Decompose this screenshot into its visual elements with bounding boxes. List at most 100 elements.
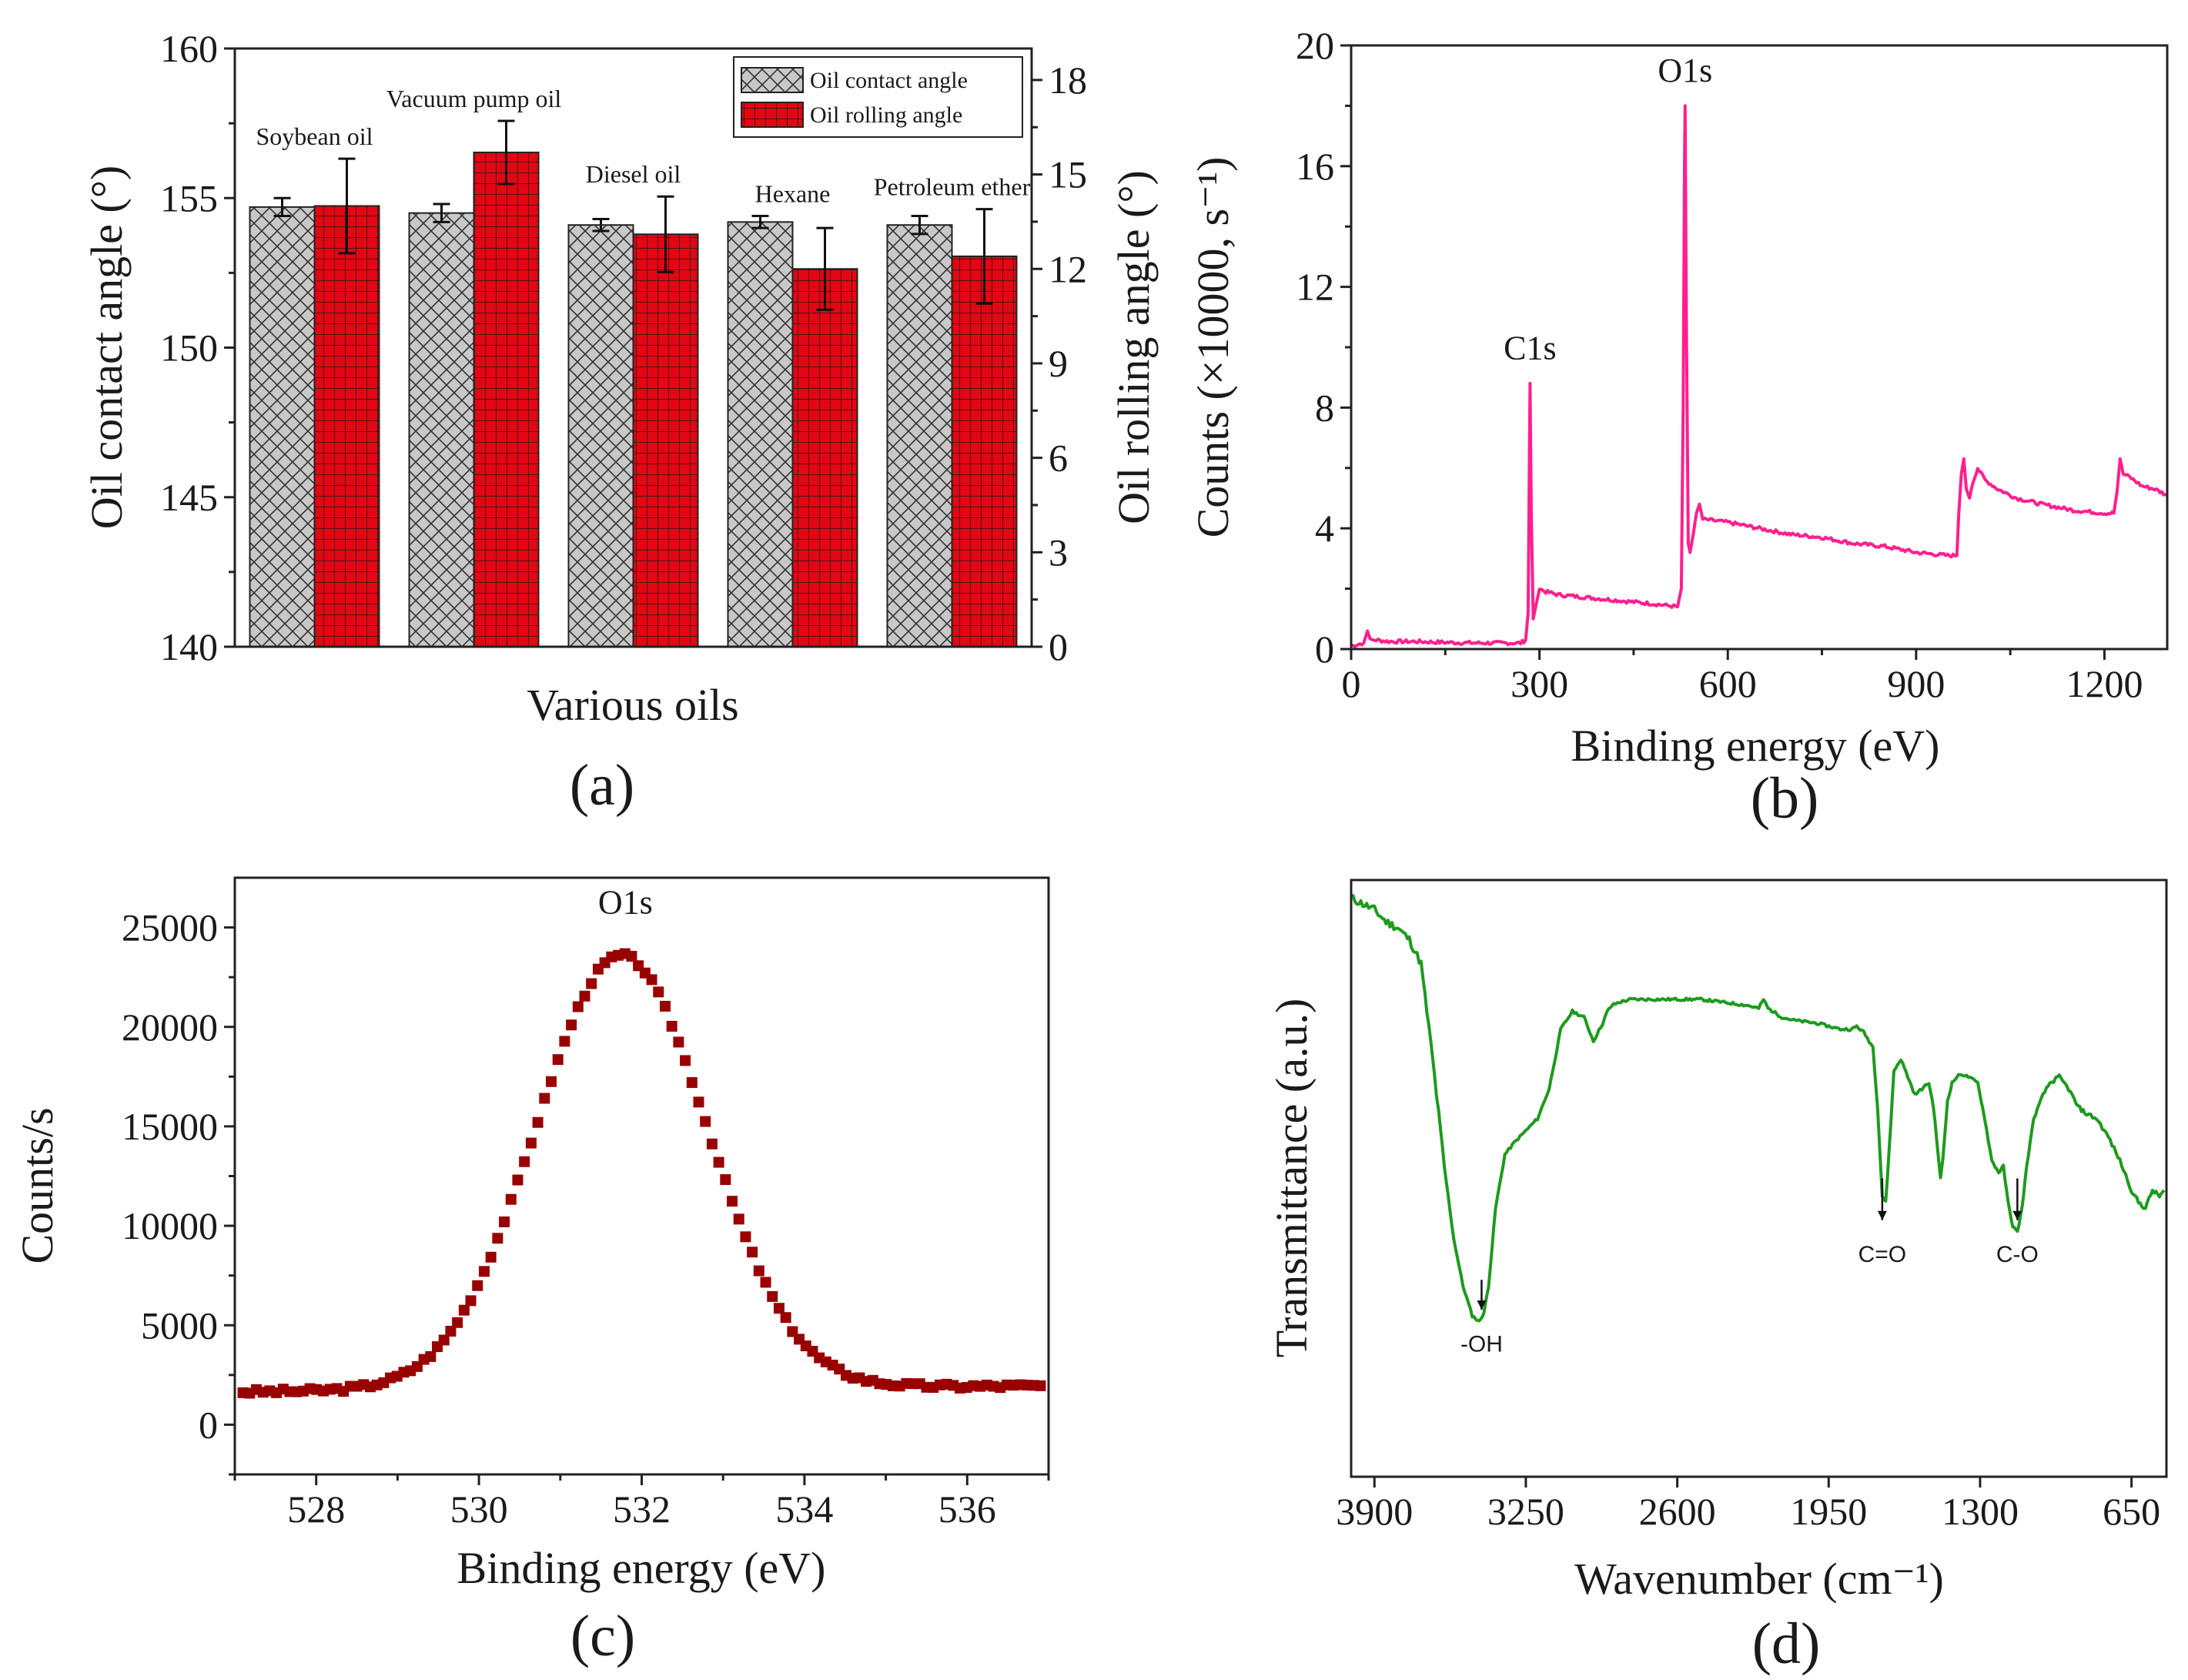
x-tick-label: 650 [2103,1490,2160,1533]
panel-c-annotation-o1s: O1s [598,884,653,922]
panel-d-xlabel: Wavenumber (cm⁻¹) [1574,1554,1944,1604]
left-tick-label: 150 [160,326,218,370]
scatter-point [659,1000,671,1012]
scatter-point [733,1213,744,1225]
scatter-point [720,1174,731,1186]
panel-b-survey-line [1350,104,2168,648]
y-tick-label: 12 [1296,266,1334,309]
left-tick-label: 140 [160,625,218,668]
panel-c-label: (c) [570,1604,635,1668]
x-tick-label: 3250 [1487,1490,1564,1533]
scatter-point [425,1350,437,1362]
y-tick-label: 20000 [122,1006,218,1049]
y-tick-label: 0 [199,1403,218,1446]
legend-swatch-rolling [741,102,804,128]
panel-a-xlabel: Various oils [527,680,739,730]
scatter-point [586,978,597,989]
scatter-point [727,1196,738,1207]
panel-a-bar-labels: Soybean oil Vacuum pump oil Diesel oil Hexa… [256,85,1031,208]
scatter-point [767,1290,778,1302]
panel-a-left-ticks: 140 145 150 155 160 [160,27,235,668]
scatter-point [512,1174,524,1186]
right-tick-label: 12 [1049,247,1087,290]
scatter-point [753,1265,764,1277]
x-tick-label: 1950 [1790,1490,1867,1533]
bar-rolling-angle [632,233,699,648]
panel-b-ticks: 0 300 600 900 1200 0 4 8 12 16 20 [1296,24,2143,705]
panel-d-ftir-line [1350,894,2166,1323]
right-tick-label: 3 [1049,530,1068,574]
bar-contact-angle [408,212,475,648]
bar-rolling-angle [313,205,380,648]
bar-rolling-angle [951,255,1018,648]
scatter-point [458,1304,470,1316]
x-tick-label: 528 [287,1488,345,1531]
scatter-point [626,951,637,962]
x-tick-label: 530 [450,1488,508,1531]
scatter-point [505,1193,517,1205]
bar-rolling-angle [791,268,858,648]
x-tick-label: 534 [775,1488,833,1531]
panel-d-annotation-arrows [1477,1178,2022,1310]
y-tick-label: 16 [1296,145,1334,188]
y-tick-label: 8 [1315,386,1334,429]
scatter-point [545,1076,557,1087]
y-tick-label: 20 [1296,24,1334,67]
panel-c-chart: 528 530 532 534 536 0 5000 10000 15000 20000 25000… [12,876,1050,1668]
left-tick-label: 145 [160,476,218,519]
panel-d-ylabel: Transmittance (a.u.) [1266,999,1316,1358]
left-tick-label: 160 [160,27,218,70]
scatter-point [559,1036,570,1047]
panel-a-error-bars [273,119,993,311]
panel-d-plot-frame [1350,878,2168,1478]
panel-b-annotation-o1s: O1s [1658,52,1712,89]
scatter-point [1035,1380,1046,1391]
x-tick-label: 2600 [1639,1490,1716,1533]
scatter-point [693,1096,704,1108]
panel-b-label: (b) [1751,766,1819,831]
scatter-point [706,1138,718,1150]
scatter-point [552,1054,564,1066]
bar-contact-angle [249,206,316,648]
panel-c-ylabel: Counts/s [12,1107,62,1263]
scatter-point [680,1055,691,1066]
right-tick-label: 15 [1049,153,1087,196]
scatter-point [572,1001,584,1012]
panel-a-chart: Soybean oil Vacuum pump oil Diesel oil Hexa… [82,27,1159,818]
legend-label-contact: Oil contact angle [810,68,968,93]
scatter-point [445,1325,457,1337]
legend-swatch-contact [741,67,804,93]
scatter-point [740,1231,751,1243]
scatter-point [525,1137,537,1149]
scatter-point [666,1020,677,1032]
scatter-point [539,1093,550,1104]
scatter-point [438,1334,450,1346]
x-tick-label: 900 [1887,662,1945,705]
panel-a-right-ticks: 0 3 6 9 12 15 18 [1032,59,1087,668]
y-tick-label: 25000 [122,906,218,949]
panel-c-ticks: 528 530 532 534 536 0 5000 10000 15000 20000 25000 [122,906,1050,1531]
category-label: Vacuum pump oil [386,85,562,112]
scatter-point [472,1280,483,1291]
scatter-point [686,1077,698,1089]
panel-c-xlabel: Binding energy (eV) [457,1543,826,1593]
panel-a-legend: Oil contact angle Oil rolling angle [733,56,1023,138]
panel-a-ylabel: Oil contact angle (°) [82,166,132,530]
scatter-point [485,1251,497,1263]
arrow-head-icon [2012,1210,2022,1220]
scatter-point [646,974,657,986]
panel-d-annotation-co-single: C-O [1996,1242,2039,1267]
bar-contact-angle [567,224,634,648]
panel-a-bars [249,151,1018,648]
scatter-point [452,1317,463,1328]
panel-d-annotation-co-double: C=O [1858,1242,1907,1267]
scatter-point [566,1019,577,1031]
y-tick-label: 10000 [122,1204,218,1247]
scatter-point [465,1295,477,1307]
category-label: Soybean oil [256,122,373,150]
bar-rolling-angle [473,151,540,648]
scatter-point [478,1266,490,1277]
panel-b-xlabel: Binding energy (eV) [1571,721,1940,771]
y-tick-label: 5000 [141,1304,218,1347]
